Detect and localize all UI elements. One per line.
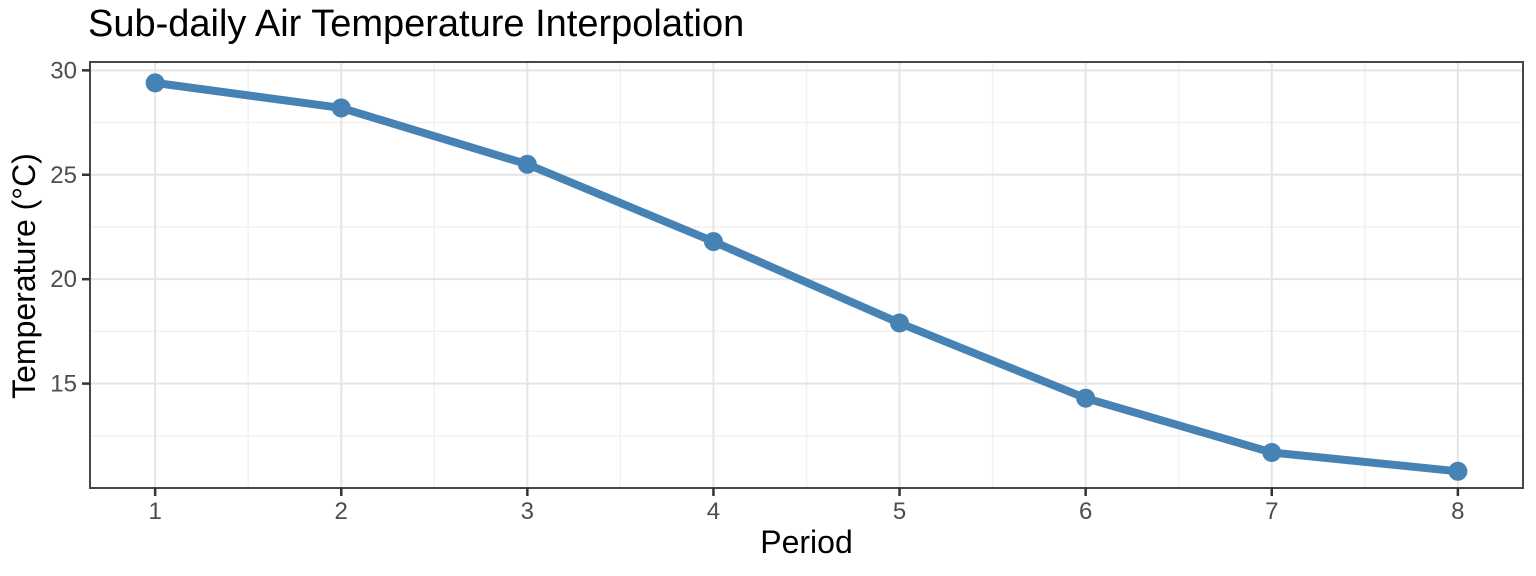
data-point	[517, 154, 537, 174]
x-tick-label: 2	[335, 498, 348, 525]
panel-border	[89, 61, 1524, 489]
y-tick-label: 20	[50, 266, 77, 293]
x-tick-label: 5	[893, 498, 906, 525]
data-point	[145, 73, 165, 93]
temperature-line	[151, 78, 1462, 476]
x-tick-label: 4	[707, 498, 720, 525]
x-tick-label: 8	[1451, 498, 1464, 525]
y-tick-label: 30	[50, 57, 77, 84]
data-point	[703, 232, 723, 252]
chart-title: Sub-daily Air Temperature Interpolation	[88, 3, 745, 45]
data-point	[331, 98, 351, 118]
data-point	[890, 313, 910, 333]
y-tick-label: 15	[50, 371, 77, 398]
x-axis-title: Period	[760, 524, 853, 560]
data-point	[1262, 443, 1282, 462]
x-tick-label: 1	[148, 498, 161, 525]
data-point	[1448, 461, 1468, 481]
x-tick-label: 3	[521, 498, 534, 525]
x-tick-label: 7	[1265, 498, 1278, 525]
x-tick-label: 6	[1079, 498, 1092, 525]
y-tick-label: 25	[50, 162, 77, 189]
data-point	[1076, 388, 1096, 408]
